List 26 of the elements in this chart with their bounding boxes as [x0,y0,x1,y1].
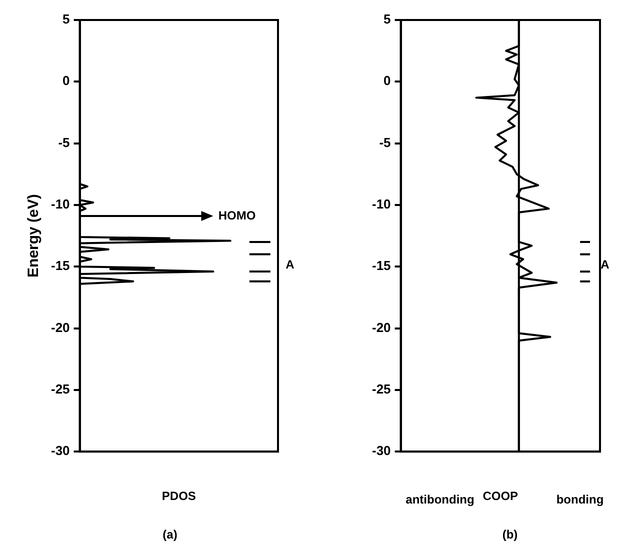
y-tick-label: -10 [372,196,391,212]
x-axis-title: COOP [482,489,518,504]
text: (a) [162,527,178,542]
annotation: HOMO [218,208,256,222]
y-tick-label: -15 [372,258,391,274]
y-tick-label: 0 [62,73,70,88]
y-tick-label: -25 [372,382,391,397]
y-tick-label: -10 [50,196,70,212]
x-axis-title: PDOS [162,489,196,504]
y-tick-label: -20 [372,320,391,335]
text: A [286,257,295,272]
text: A [600,257,610,272]
y-tick-label: -20 [50,320,70,335]
text: (b) [502,527,518,542]
y-tick-label: -5 [58,134,70,150]
text: bonding [556,492,604,506]
text: antibonding [406,492,474,506]
y-tick-label: -25 [50,382,70,397]
y-tick-label: -30 [372,443,391,458]
y-tick-label: -30 [50,443,70,458]
y-tick-label: 5 [62,12,70,27]
y-tick-label: 5 [384,12,391,27]
y-tick-label: -15 [50,258,70,274]
y-tick-label: -5 [379,134,391,150]
y-tick-label: 0 [384,73,391,88]
y-axis-title: Energy (eV) [25,194,42,278]
